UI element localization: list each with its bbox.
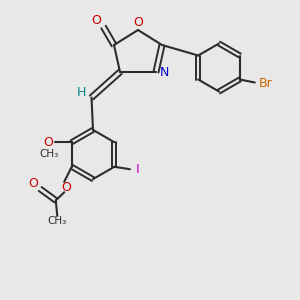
Text: O: O — [133, 16, 143, 29]
Text: H: H — [77, 85, 87, 99]
Text: O: O — [29, 177, 38, 190]
Text: CH₃: CH₃ — [39, 148, 58, 159]
Text: Br: Br — [258, 76, 272, 90]
Text: O: O — [91, 14, 101, 27]
Text: O: O — [61, 181, 70, 194]
Text: I: I — [136, 163, 140, 176]
Text: CH₃: CH₃ — [48, 216, 67, 226]
Text: O: O — [44, 136, 53, 149]
Text: N: N — [159, 65, 169, 79]
